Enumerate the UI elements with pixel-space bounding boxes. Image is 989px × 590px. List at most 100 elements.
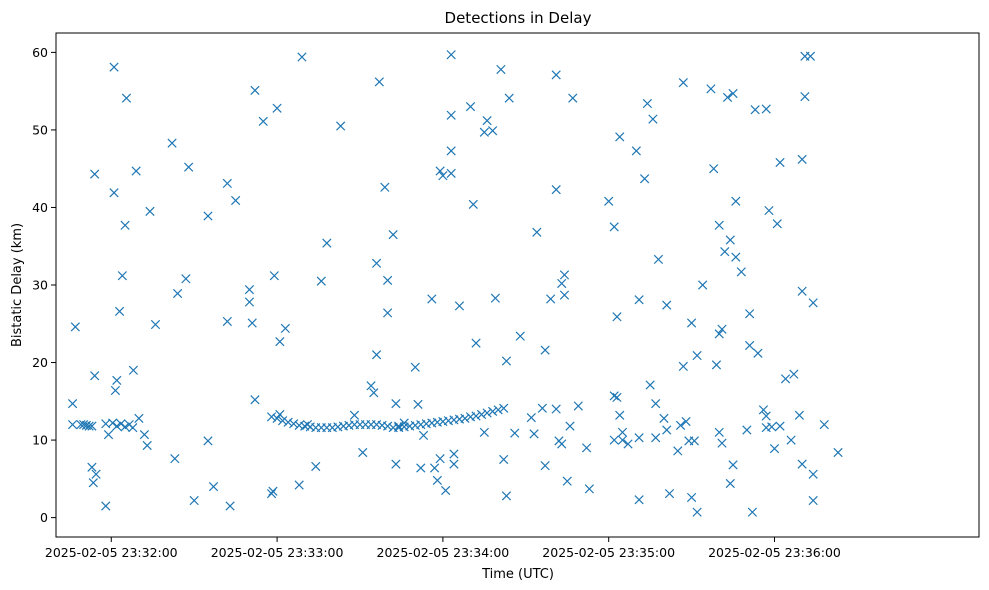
data-point [103, 430, 114, 440]
data-point [808, 495, 818, 506]
data-point [501, 491, 512, 501]
data-point [612, 312, 622, 322]
data-point [772, 219, 782, 229]
data-point [797, 154, 807, 165]
data-point [482, 115, 492, 126]
data-point [557, 278, 567, 289]
data-point [805, 51, 816, 61]
data-point [639, 174, 650, 184]
data-point [225, 501, 235, 511]
y-tick-label: 0 [40, 510, 48, 525]
data-point [761, 411, 771, 421]
data-point [526, 412, 536, 423]
data-point [573, 401, 583, 411]
data-point [382, 308, 393, 318]
data-point [435, 454, 445, 464]
data-point [720, 247, 730, 257]
data-point [374, 77, 384, 87]
data-point [714, 329, 724, 339]
x-tick-label: 2025-02-05 23:35:00 [542, 545, 675, 560]
data-point [789, 369, 799, 379]
data-point [488, 126, 498, 136]
data-point [714, 220, 724, 230]
data-point [410, 362, 420, 372]
data-point [117, 271, 127, 281]
data-point [745, 309, 755, 319]
data-point [551, 70, 561, 80]
data-point [366, 381, 376, 391]
x-axis: 2025-02-05 23:32:00 2025-02-05 23:33:00 20… [45, 537, 841, 560]
data-point [562, 476, 572, 486]
data-point [382, 275, 393, 285]
data-point [67, 399, 78, 409]
data-point [537, 403, 547, 413]
data-point [70, 322, 80, 332]
data-point [714, 427, 724, 437]
data-points [67, 50, 843, 517]
data-point [750, 105, 760, 115]
data-point [172, 288, 183, 299]
data-point [722, 92, 733, 102]
data-point [717, 324, 727, 334]
data-point [465, 102, 476, 112]
data-point [88, 478, 98, 488]
data-point [775, 421, 785, 431]
data-point [120, 422, 130, 432]
data-point [609, 222, 619, 232]
data-point [499, 454, 509, 465]
data-point [203, 211, 213, 221]
y-tick-label: 60 [32, 45, 48, 60]
data-point [371, 258, 382, 268]
data-point [515, 331, 525, 341]
data-point [277, 416, 288, 426]
data-point [645, 380, 655, 390]
data-point [380, 182, 390, 192]
data-point [266, 412, 277, 422]
data-point [711, 360, 722, 370]
data-point [609, 391, 619, 401]
data-point [413, 399, 423, 410]
data-point [686, 318, 697, 328]
data-point [208, 481, 219, 492]
data-point [559, 270, 570, 280]
data-point [532, 227, 542, 237]
data-point [479, 127, 489, 137]
data-point [471, 411, 481, 421]
data-point [675, 420, 686, 430]
data-point [510, 428, 520, 438]
data-point [631, 146, 641, 156]
data-point [678, 78, 688, 88]
data-point [128, 365, 139, 375]
data-point [612, 392, 622, 403]
data-point [488, 406, 498, 417]
data-point [269, 271, 279, 281]
data-point [468, 199, 478, 209]
data-point [551, 404, 561, 414]
data-point [651, 399, 661, 409]
data-point [617, 427, 628, 437]
data-point [642, 98, 653, 109]
data-point [745, 340, 755, 351]
data-point [753, 348, 763, 358]
data-point [653, 254, 664, 265]
y-axis: 0 10 20 30 40 50 60 [32, 45, 56, 525]
data-point [297, 52, 307, 62]
data-point [275, 409, 285, 420]
data-point [775, 157, 785, 168]
data-point [244, 297, 255, 307]
y-tick-label: 40 [32, 200, 48, 215]
data-point [617, 435, 628, 445]
data-point [565, 421, 575, 431]
data-point [692, 350, 702, 361]
data-point [758, 405, 769, 415]
data-point [808, 298, 818, 308]
data-point [794, 410, 804, 420]
data-point [258, 116, 268, 127]
data-point [244, 285, 255, 295]
data-point [131, 166, 141, 176]
data-point [87, 462, 97, 472]
data-point [482, 408, 492, 418]
data-point [698, 280, 708, 290]
data-point [87, 421, 97, 431]
data-point [449, 449, 459, 459]
